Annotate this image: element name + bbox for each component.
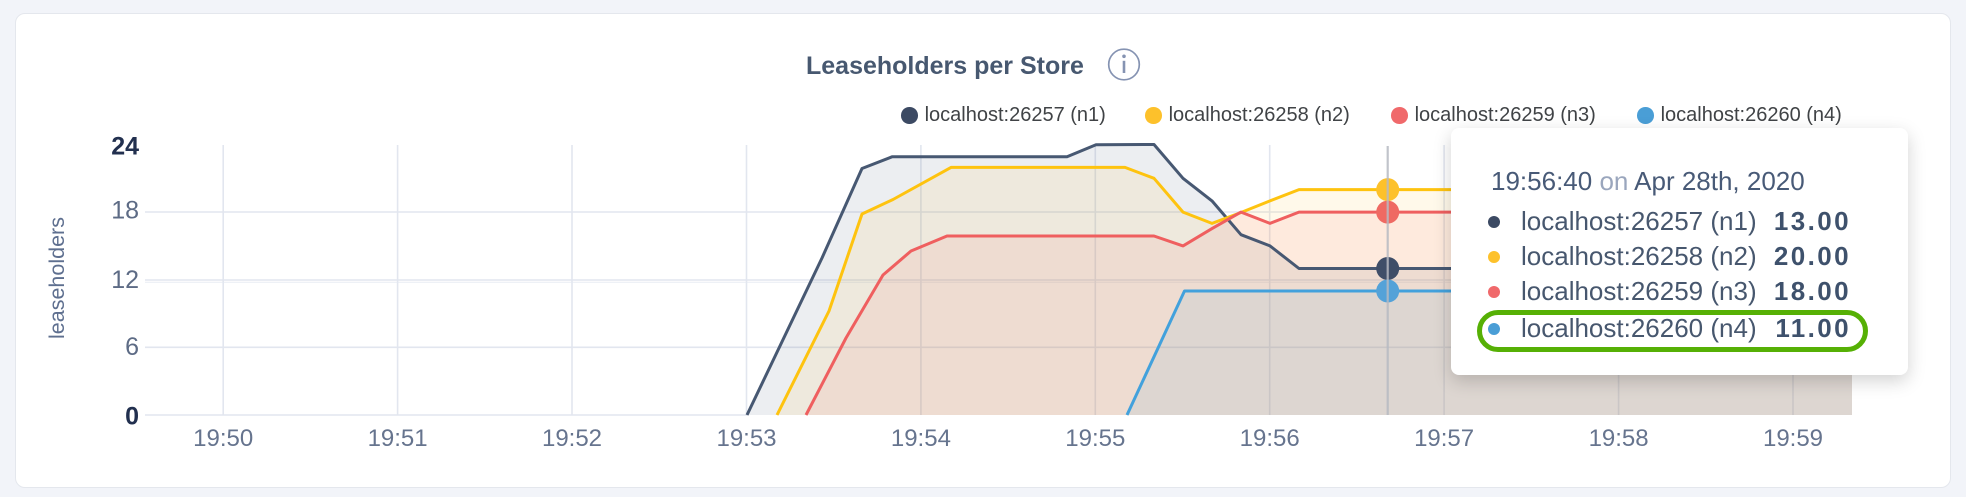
svg-text:6: 6	[125, 333, 139, 361]
svg-text:24: 24	[111, 133, 139, 161]
svg-text:19:51: 19:51	[368, 425, 428, 452]
svg-text:19:52: 19:52	[542, 425, 602, 452]
svg-text:19:59: 19:59	[1763, 425, 1823, 452]
svg-text:12: 12	[111, 266, 139, 294]
svg-text:19:56: 19:56	[1240, 425, 1300, 452]
svg-text:0: 0	[125, 403, 139, 431]
svg-text:19:53: 19:53	[716, 425, 776, 452]
svg-text:18: 18	[111, 197, 139, 225]
svg-text:leaseholders: leaseholders	[45, 217, 69, 339]
svg-text:19:58: 19:58	[1589, 425, 1649, 452]
svg-text:19:54: 19:54	[891, 425, 951, 452]
svg-text:19:57: 19:57	[1414, 425, 1474, 452]
svg-text:19:50: 19:50	[193, 425, 253, 452]
svg-text:19:55: 19:55	[1065, 425, 1125, 452]
